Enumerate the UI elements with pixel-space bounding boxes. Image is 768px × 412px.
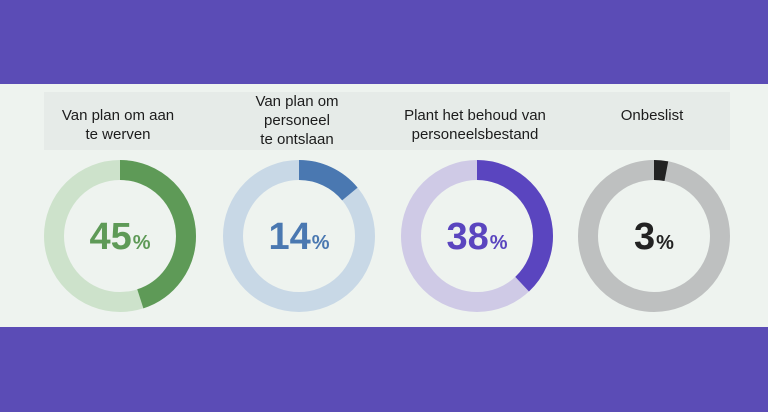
value-number: 38 [446,216,488,258]
card-layoff: Van plan om personeel te ontslaan 14% [211,92,383,322]
value-unit: % [490,232,508,254]
value-unit: % [312,232,330,254]
donut-value-arc [44,160,196,312]
value-number: 14 [268,216,310,258]
label-layoff: Van plan om personeel te ontslaan [255,93,339,148]
card-undecided: Onbeslist 3% [566,92,738,322]
donut-value-arc [401,160,553,312]
donut-undecided: 3% [578,160,730,312]
value-unit: % [656,232,674,254]
donut-retain: 38% [401,160,553,312]
donut-hire: 45% [44,160,196,312]
donut-value-text: 38% [446,216,507,258]
label-band [44,92,730,150]
label-retain: Plant het behoud van personeelsbestand [404,107,546,143]
card-retain: Plant het behoud van personeelsbestand 3… [389,92,561,322]
donut-value-arc [223,160,375,312]
donut-value-text: 3% [634,216,674,258]
label-undecided: Onbeslist [620,107,684,124]
value-number: 3 [634,216,655,258]
donut-layoff: 14% [223,160,375,312]
value-unit: % [133,232,151,254]
card-hire: Van plan om aan te werven 45% [32,92,204,322]
label-hire: Van plan om aan te werven [61,107,175,143]
value-number: 45 [89,216,131,258]
donut-value-text: 14% [268,216,329,258]
donut-value-arc [578,160,730,312]
donut-value-text: 45% [89,216,150,258]
